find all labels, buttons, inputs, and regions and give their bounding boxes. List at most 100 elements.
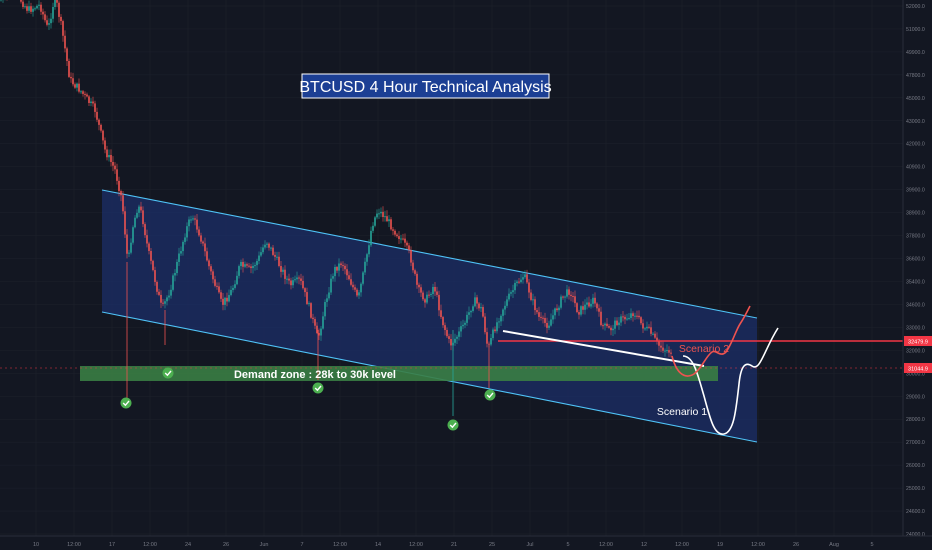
price-tick-label: 24600.0 <box>906 509 925 515</box>
candle-body <box>78 83 80 92</box>
candle-body <box>484 316 486 333</box>
price-marker-box <box>904 363 932 373</box>
price-axis-ticks: 52000.0 51000.0 49900.0 47800.0 45000.0 43000… <box>906 4 925 538</box>
candle-body <box>606 323 608 327</box>
candle-body <box>462 324 464 327</box>
candle-body <box>494 329 496 332</box>
support-trend-line <box>502 330 705 367</box>
candle-body <box>410 250 412 263</box>
candle-body <box>498 321 500 323</box>
candle-body <box>380 211 382 214</box>
candle-body <box>88 96 90 103</box>
candle-body <box>106 149 108 158</box>
candle-body <box>230 289 232 296</box>
candle-body <box>502 309 504 316</box>
candle-body <box>290 280 292 286</box>
candle-body <box>92 101 94 104</box>
candle-body <box>460 326 462 332</box>
candle-body <box>362 272 364 284</box>
candle-body <box>80 91 82 93</box>
candle-body <box>200 235 202 242</box>
candle-body <box>486 332 488 344</box>
candle-body <box>220 292 222 299</box>
candle-body <box>314 319 316 326</box>
candle-body <box>294 279 296 281</box>
candle-body <box>204 243 206 252</box>
candle-body <box>350 279 352 285</box>
candle-body <box>422 292 424 300</box>
candle-body <box>232 287 234 290</box>
candle-body <box>128 252 130 254</box>
candle-body <box>658 340 660 346</box>
candle-body <box>656 337 658 341</box>
candle-body <box>268 243 270 248</box>
candle-body <box>358 292 360 296</box>
price-tick-label: 45000.0 <box>906 96 925 102</box>
candle-body <box>508 293 510 300</box>
candle-body <box>622 316 624 318</box>
candle-body <box>470 310 472 313</box>
candle-body <box>110 154 112 162</box>
candle-body <box>36 5 38 9</box>
candle-body <box>152 260 154 271</box>
candle-body <box>518 281 520 283</box>
candle-body <box>510 292 512 294</box>
candle-body <box>242 261 244 267</box>
price-marker-label: 32479.9 <box>908 340 928 346</box>
candle-body <box>190 219 192 221</box>
candle-body <box>260 252 262 256</box>
channel-upper-line <box>101 189 758 319</box>
check-badge <box>312 382 324 394</box>
candle-body <box>274 254 276 257</box>
candle-body <box>390 219 392 230</box>
price-axis[interactable] <box>903 0 932 536</box>
candle-body <box>60 16 62 22</box>
candle-body <box>396 234 398 237</box>
candle-body <box>592 297 594 304</box>
candle-body <box>140 206 142 211</box>
price-markers: 32479.9 31044.9 <box>904 336 932 373</box>
price-tick-label: 52000.0 <box>906 4 925 10</box>
candle-body <box>138 206 140 213</box>
candle-body <box>112 161 114 166</box>
candle-body <box>228 295 230 302</box>
candle-body <box>466 314 468 323</box>
candle-body <box>66 48 68 62</box>
candle-body <box>320 328 322 336</box>
candle-body <box>388 219 390 222</box>
candle-body <box>628 317 630 319</box>
candle-body <box>124 211 126 235</box>
candle-body <box>304 288 306 293</box>
candle-body <box>302 280 304 289</box>
time-tick-label: 24 <box>185 542 191 548</box>
candle-body <box>526 274 528 283</box>
candle-body <box>166 297 168 302</box>
time-axis[interactable] <box>0 536 932 550</box>
candle-body <box>364 261 366 273</box>
candle-body <box>352 284 354 288</box>
price-tick-label: 49900.0 <box>906 50 925 56</box>
candle-body <box>28 6 30 11</box>
candle-body <box>598 308 600 312</box>
candle-body <box>272 247 274 255</box>
candle-body <box>96 111 98 120</box>
time-tick-label: 25 <box>489 542 495 548</box>
candle-body <box>102 130 104 141</box>
time-tick-label: 21 <box>451 542 457 548</box>
candle-body <box>258 255 260 261</box>
candle-body <box>356 289 358 296</box>
candle-body <box>120 191 122 196</box>
candle-body <box>94 103 96 112</box>
candle-body <box>354 287 356 290</box>
candle-body <box>516 281 518 283</box>
candle-body <box>414 270 416 274</box>
candle-body <box>442 317 444 326</box>
candle-body <box>264 244 266 248</box>
candle-body <box>286 278 288 280</box>
candle-body <box>116 169 118 181</box>
candlestick-series <box>0 0 672 416</box>
candle-body <box>84 93 86 95</box>
candle-body <box>52 6 54 19</box>
candle-body <box>114 165 116 170</box>
